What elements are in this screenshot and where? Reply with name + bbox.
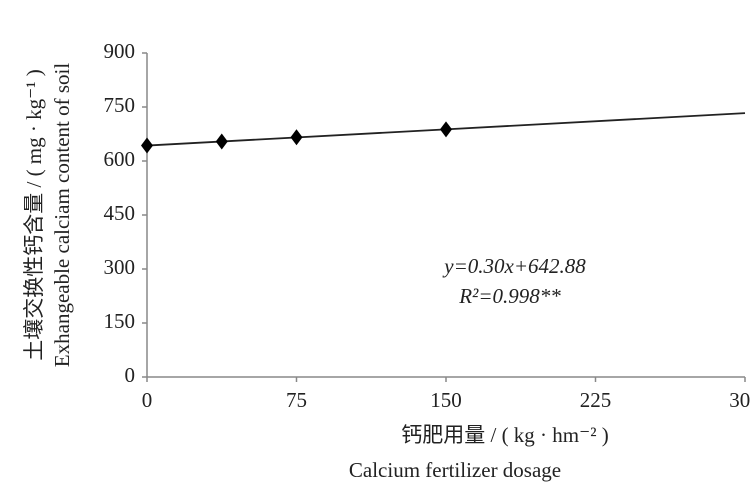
x-tick-label: 300 — [729, 388, 750, 412]
x-tick-label: 225 — [580, 388, 612, 412]
equation: y=0.30x+642.88 — [442, 254, 586, 278]
data-point — [440, 121, 452, 138]
y-tick-label: 750 — [104, 93, 136, 117]
y-tick-label: 450 — [104, 201, 136, 225]
y-axis-label-en: Exhangeable calciam content of soil — [50, 63, 74, 368]
y-tick-label: 300 — [104, 255, 136, 279]
x-axis-label: 钙肥用量 / ( kg · hm⁻² ) — [401, 423, 609, 447]
y-axis-label: 土壤交换性钙含量 / ( mg · kg⁻¹ ) — [22, 69, 46, 361]
data-point — [215, 133, 228, 150]
x-axis-label-en: Calcium fertilizer dosage — [349, 458, 561, 482]
x-tick-label: 150 — [430, 388, 462, 412]
data-point — [141, 137, 153, 154]
x-tick-label: 0 — [142, 388, 153, 412]
data-point — [290, 129, 303, 146]
r-squared: R²=0.998** — [458, 284, 561, 308]
x-tick-label: 75 — [286, 388, 307, 412]
y-tick-label: 900 — [104, 39, 136, 63]
y-tick-label: 0 — [125, 363, 136, 387]
y-tick-label: 600 — [104, 147, 136, 171]
y-tick-label: 150 — [104, 309, 136, 333]
